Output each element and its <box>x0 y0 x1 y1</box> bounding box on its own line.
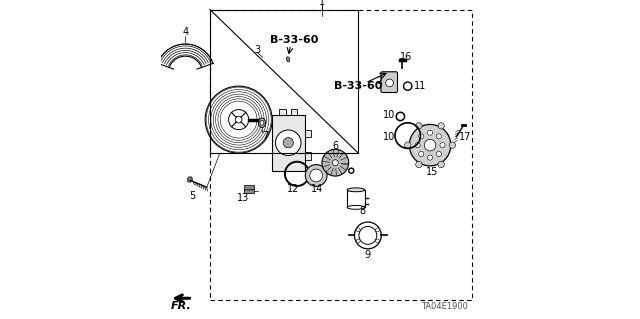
Text: 6: 6 <box>332 141 339 151</box>
Text: B-33-60: B-33-60 <box>334 81 383 91</box>
Text: 11: 11 <box>415 81 427 91</box>
Text: 16: 16 <box>400 52 412 62</box>
Circle shape <box>419 134 424 139</box>
Circle shape <box>404 142 411 148</box>
Circle shape <box>419 152 424 157</box>
Circle shape <box>283 138 293 148</box>
Text: 2: 2 <box>376 76 383 86</box>
Circle shape <box>310 169 323 182</box>
Circle shape <box>438 122 444 129</box>
Text: 7: 7 <box>262 130 268 141</box>
Circle shape <box>386 79 394 87</box>
Circle shape <box>416 122 422 129</box>
FancyBboxPatch shape <box>381 72 397 93</box>
Bar <box>347 190 365 207</box>
Bar <box>280 109 286 115</box>
Circle shape <box>449 142 456 148</box>
Circle shape <box>416 161 422 168</box>
Text: 1: 1 <box>319 0 324 7</box>
Circle shape <box>376 239 380 243</box>
Circle shape <box>322 149 349 176</box>
Text: 4: 4 <box>182 27 188 37</box>
Text: 10: 10 <box>383 110 396 120</box>
Text: 3: 3 <box>255 45 261 55</box>
Circle shape <box>355 222 381 249</box>
Circle shape <box>236 116 242 123</box>
Circle shape <box>428 130 433 135</box>
Ellipse shape <box>260 120 264 125</box>
Circle shape <box>410 124 451 166</box>
Circle shape <box>356 228 360 232</box>
Text: 10: 10 <box>383 132 396 142</box>
Bar <box>271 115 305 171</box>
Circle shape <box>228 110 249 130</box>
Circle shape <box>428 155 433 160</box>
Circle shape <box>424 139 436 151</box>
Ellipse shape <box>347 205 365 209</box>
Bar <box>305 152 311 160</box>
Circle shape <box>440 143 445 148</box>
FancyBboxPatch shape <box>244 189 255 194</box>
Ellipse shape <box>287 57 290 62</box>
Text: 13: 13 <box>237 193 250 203</box>
Text: 5: 5 <box>189 190 196 201</box>
Ellipse shape <box>259 118 266 128</box>
Text: B-33-60: B-33-60 <box>270 35 319 45</box>
Text: 14: 14 <box>310 184 323 194</box>
Text: 9: 9 <box>365 249 371 260</box>
Circle shape <box>359 226 377 244</box>
Circle shape <box>415 143 420 148</box>
Circle shape <box>275 130 301 155</box>
Text: FR.: FR. <box>171 301 191 311</box>
Text: 8: 8 <box>360 205 366 216</box>
Circle shape <box>356 239 360 243</box>
Circle shape <box>436 152 442 157</box>
FancyBboxPatch shape <box>244 185 255 190</box>
Circle shape <box>305 165 327 186</box>
Bar <box>305 130 311 137</box>
Polygon shape <box>188 177 193 182</box>
Bar <box>291 109 297 115</box>
Circle shape <box>205 86 272 153</box>
Ellipse shape <box>347 188 365 192</box>
Text: 12: 12 <box>287 184 299 194</box>
Circle shape <box>376 228 380 232</box>
Text: TA04E1900: TA04E1900 <box>422 302 468 311</box>
Text: 17: 17 <box>459 131 471 142</box>
Ellipse shape <box>399 58 405 62</box>
Circle shape <box>332 160 339 166</box>
Circle shape <box>438 161 444 168</box>
Text: 15: 15 <box>426 167 438 177</box>
Circle shape <box>436 134 442 139</box>
